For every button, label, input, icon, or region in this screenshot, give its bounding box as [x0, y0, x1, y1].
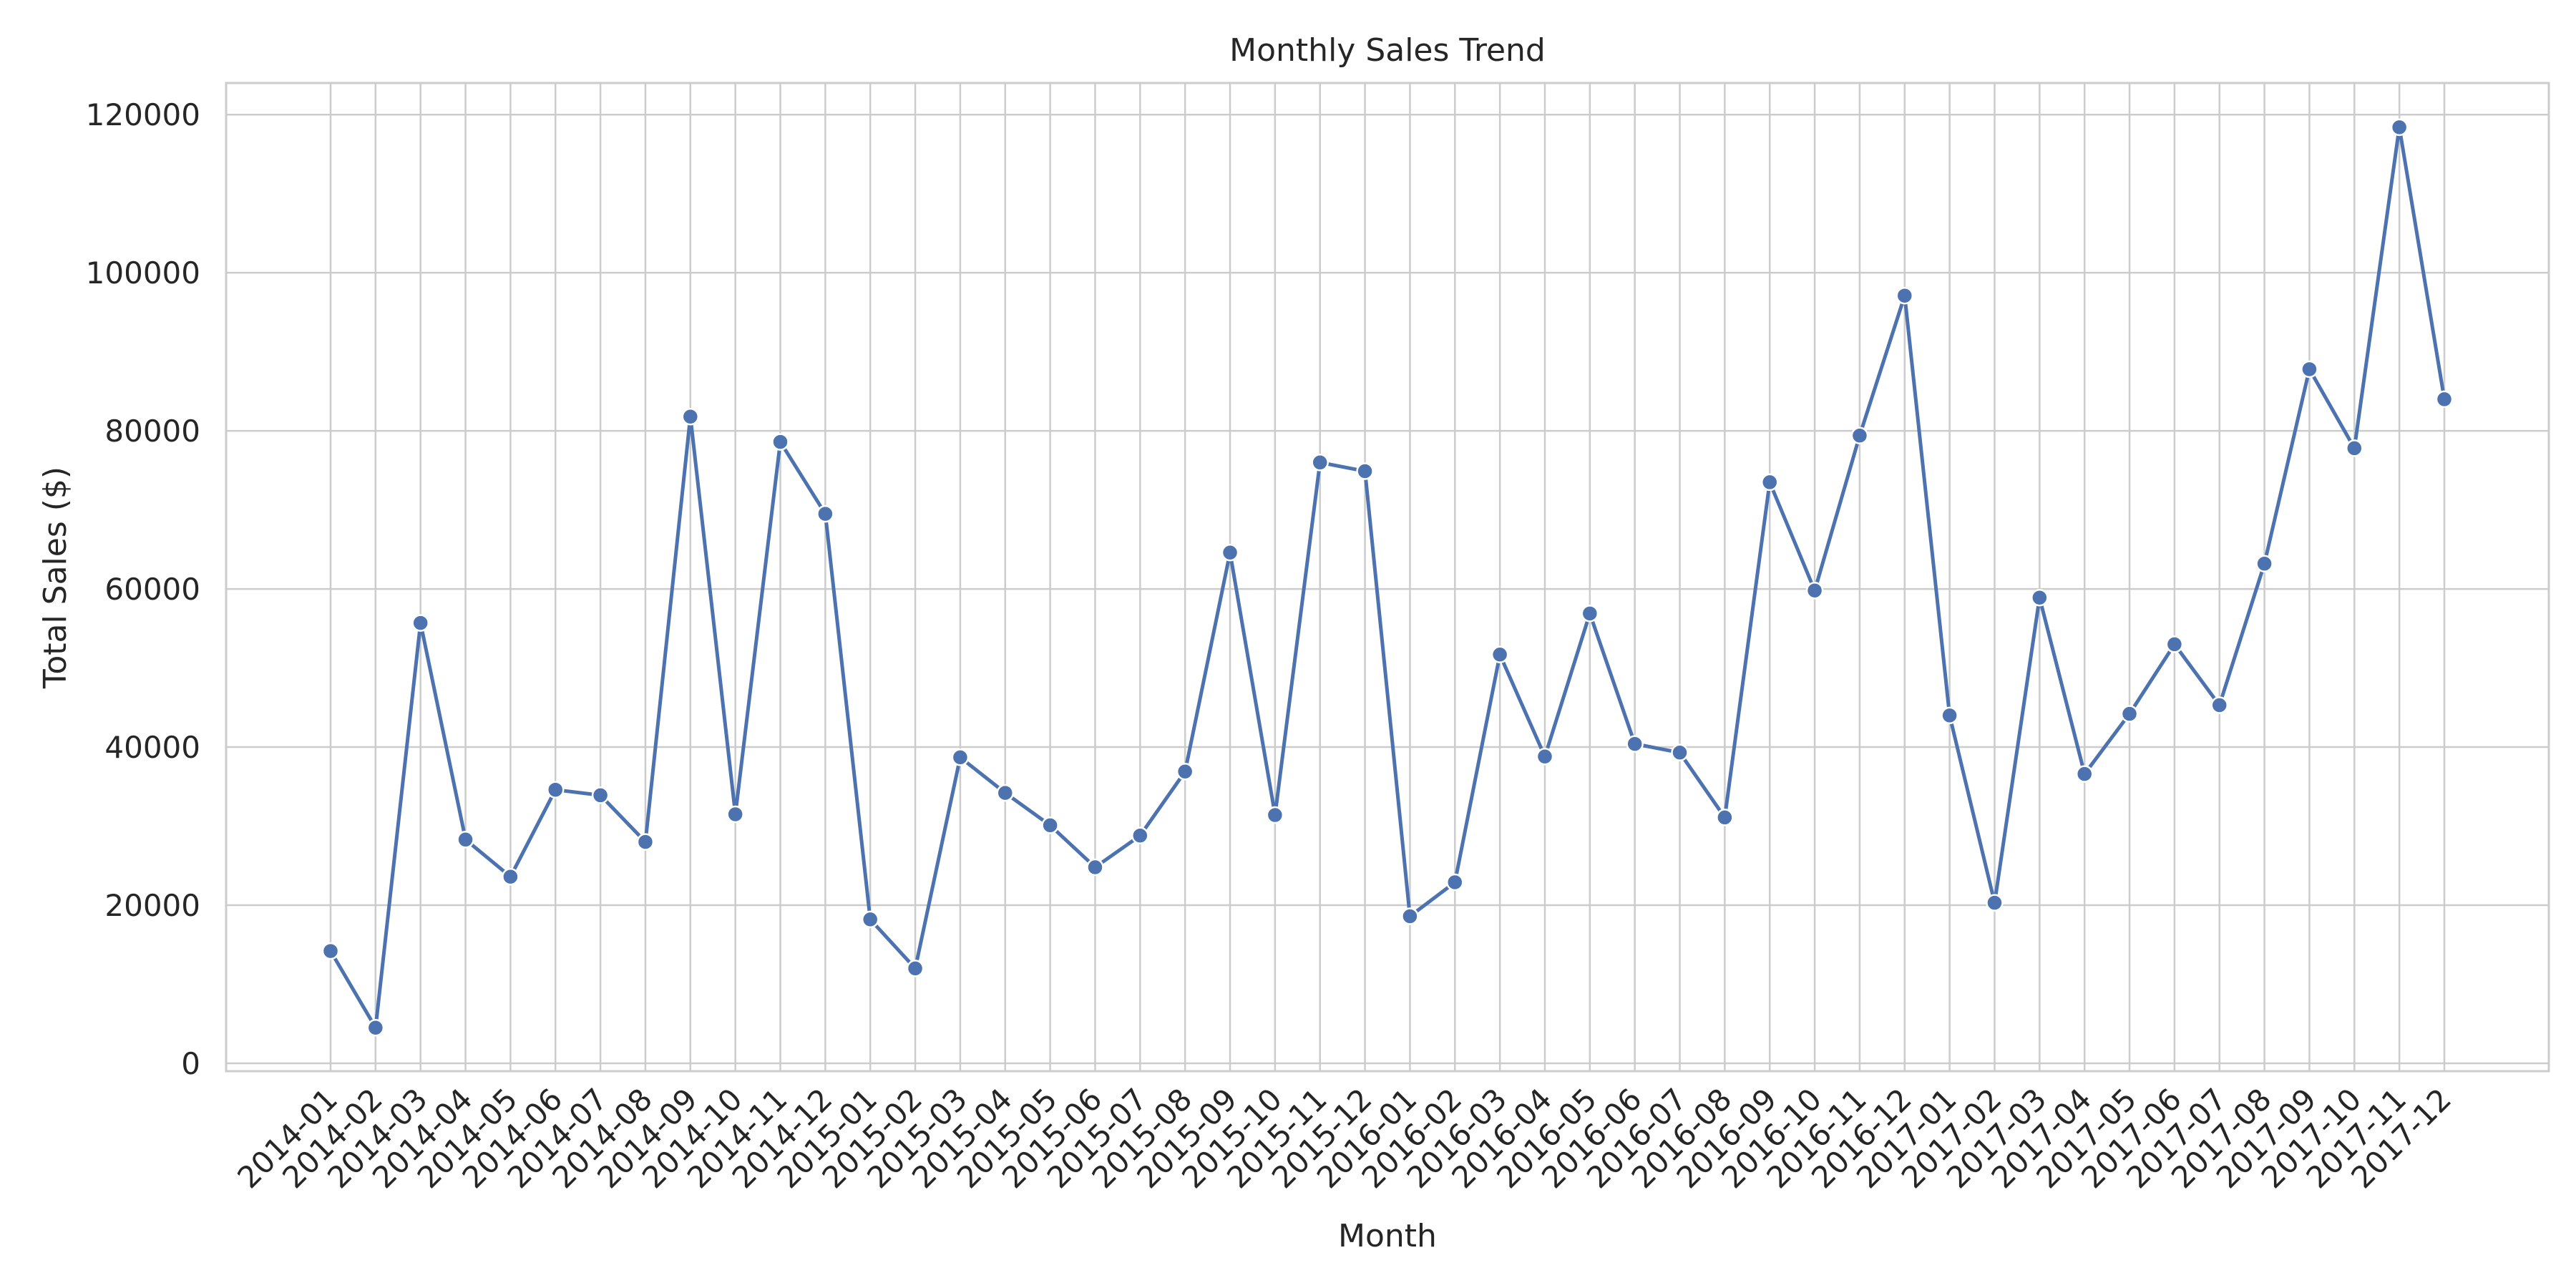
- data-point: [1896, 286, 1914, 305]
- data-point: [1581, 605, 1599, 623]
- data-point: [1401, 907, 1419, 925]
- y-axis-ticks: 0 20000 40000 60000 80000 100000 120000: [86, 97, 200, 1081]
- data-point: [1041, 816, 1059, 834]
- data-point: [1356, 462, 1374, 480]
- data-point: [681, 407, 700, 426]
- data-point: [2210, 696, 2228, 714]
- data-point: [591, 786, 610, 804]
- data-point: [771, 433, 789, 451]
- data-point: [996, 784, 1015, 802]
- y-tick-label: 120000: [86, 97, 200, 132]
- y-tick-label: 100000: [86, 255, 200, 291]
- data-point: [816, 504, 834, 523]
- data-point: [2120, 705, 2139, 723]
- data-point: [1446, 873, 1464, 892]
- data-point: [636, 833, 655, 851]
- data-point: [2255, 555, 2273, 572]
- y-tick-label: 60000: [104, 572, 200, 607]
- data-point: [411, 614, 429, 632]
- y-tick-label: 80000: [104, 414, 200, 449]
- data-point: [2435, 390, 2454, 409]
- data-point: [2390, 118, 2409, 137]
- data-point: [321, 942, 340, 960]
- y-tick-label: 40000: [104, 730, 200, 765]
- data-point: [457, 831, 474, 849]
- data-point: [2031, 588, 2049, 607]
- data-point: [1086, 858, 1104, 877]
- data-point: [861, 910, 879, 929]
- data-point: [2301, 360, 2318, 379]
- y-tick-label: 20000: [104, 888, 200, 923]
- data-point: [502, 867, 519, 886]
- data-point: [366, 1018, 385, 1037]
- data-point: [951, 748, 970, 766]
- data-point: [2165, 635, 2184, 653]
- data-point: [2075, 765, 2094, 783]
- y-gridlines: [226, 113, 2549, 1065]
- data-point: [1850, 426, 1869, 444]
- data-point: [1716, 809, 1734, 826]
- data-point: [1626, 735, 1644, 753]
- data-point: [1671, 743, 1689, 762]
- data-point: [1986, 894, 2004, 912]
- data-point: [1131, 826, 1149, 845]
- data-point: [1491, 645, 1509, 664]
- data-point: [1266, 806, 1284, 824]
- data-point: [1311, 454, 1329, 472]
- sales-line: [328, 125, 2446, 1030]
- series-layer: [321, 118, 2454, 1037]
- data-point: [547, 781, 565, 799]
- data-point: [1176, 763, 1194, 781]
- data-point: [1760, 473, 1779, 492]
- data-point: [1805, 582, 1824, 600]
- data-point: [906, 960, 924, 977]
- data-point: [1536, 748, 1554, 766]
- data-point: [1941, 706, 1958, 725]
- y-tick-label: 0: [181, 1046, 200, 1081]
- x-gridlines: [329, 83, 2446, 1071]
- data-point: [726, 805, 744, 824]
- data-point: [2346, 439, 2363, 457]
- plot-area-frame: [225, 82, 2550, 1073]
- x-axis-ticks: 2014-012014-022014-032014-042014-052014-…: [230, 1081, 2458, 1195]
- chart-title: Monthly Sales Trend: [1229, 32, 1546, 69]
- x-axis-label: Month: [1338, 1218, 1437, 1254]
- y-axis-label: Total Sales ($): [37, 467, 74, 689]
- data-point: [1221, 544, 1239, 562]
